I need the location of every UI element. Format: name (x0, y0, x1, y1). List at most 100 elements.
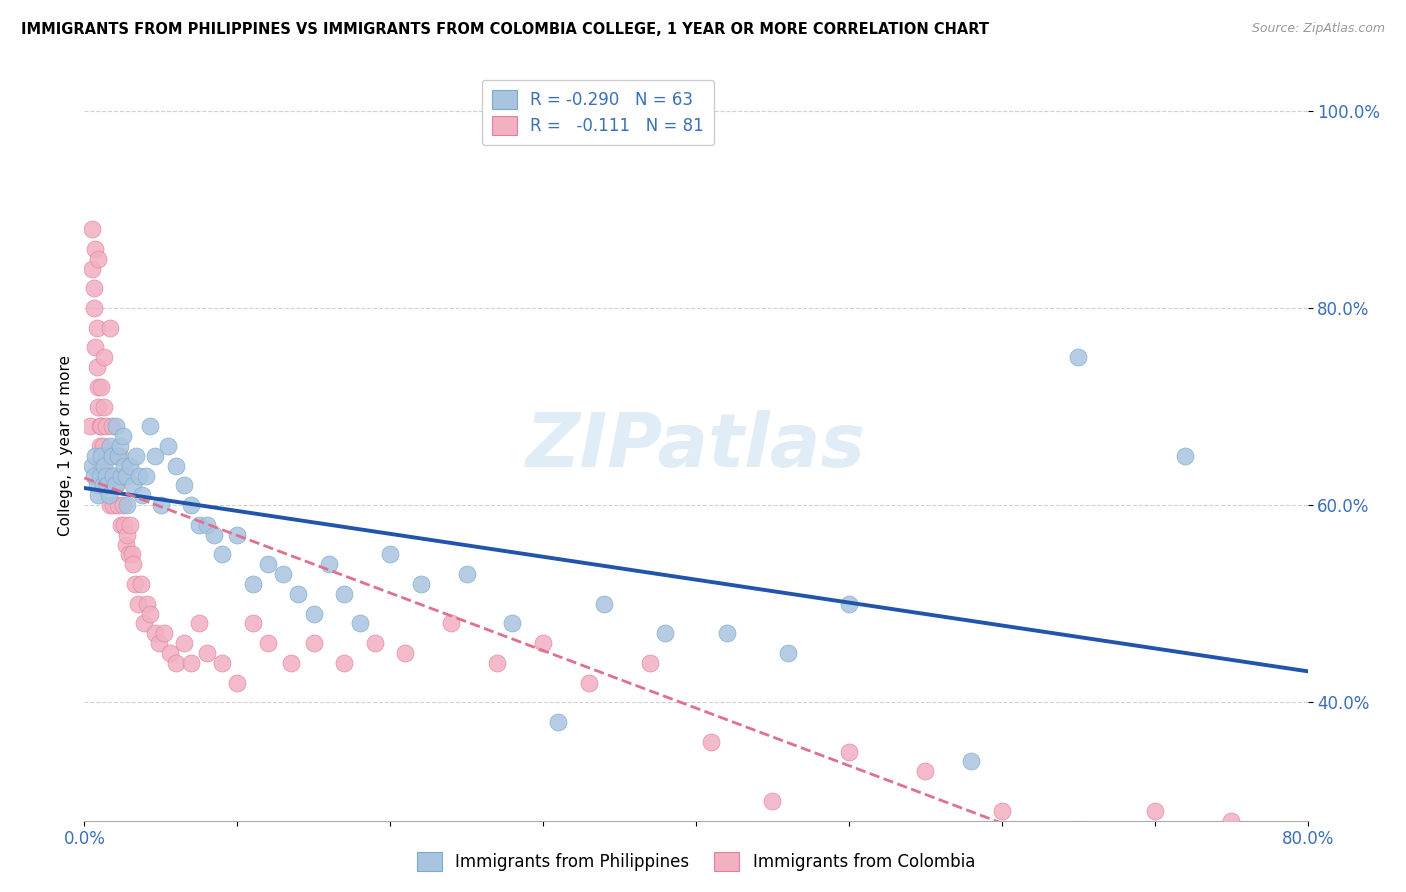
Point (654, 626, 676, 640)
Point (89, 468, 111, 483)
Point (157, 439, 180, 453)
Point (173, 636, 195, 650)
Point (128, 468, 150, 483)
Point (131, 488, 153, 502)
Point (122, 478, 145, 492)
Point (98, 320, 121, 334)
Point (211, 548, 233, 562)
Point (118, 548, 141, 562)
Point (87, 252, 110, 266)
Point (409, 577, 432, 591)
Point (349, 616, 371, 631)
Point (333, 656, 356, 670)
Legend: Immigrants from Philippines, Immigrants from Colombia: Immigrants from Philippines, Immigrants … (409, 844, 983, 880)
Point (257, 636, 280, 650)
Point (120, 517, 142, 532)
Point (112, 458, 135, 473)
Point (132, 616, 155, 631)
Point (115, 498, 138, 512)
Point (302, 636, 325, 650)
Point (104, 468, 127, 483)
Point (531, 636, 554, 650)
Point (94, 419, 117, 434)
Point (104, 478, 127, 492)
Point (242, 577, 264, 591)
Point (93, 351, 115, 365)
Point (280, 656, 302, 670)
Point (242, 616, 264, 631)
Point (1143, 804, 1166, 818)
Y-axis label: College, 1 year or more: College, 1 year or more (58, 356, 73, 536)
Point (287, 587, 309, 601)
Point (173, 478, 195, 492)
Text: IMMIGRANTS FROM PHILIPPINES VS IMMIGRANTS FROM COLOMBIA COLLEGE, 1 YEAR OR MORE : IMMIGRANTS FROM PHILIPPINES VS IMMIGRANT… (21, 22, 988, 37)
Point (93, 400, 115, 414)
Point (80, 261, 103, 276)
Point (188, 616, 211, 631)
Point (86, 360, 108, 375)
Point (108, 439, 131, 453)
Point (226, 527, 249, 541)
Point (80, 222, 103, 236)
Point (226, 675, 249, 690)
Point (165, 458, 187, 473)
Text: ZIPatlas: ZIPatlas (526, 409, 866, 483)
Point (1067, 351, 1090, 365)
Point (700, 735, 723, 749)
Point (364, 636, 387, 650)
Point (101, 449, 124, 463)
Point (139, 607, 162, 621)
Point (638, 656, 661, 670)
Point (115, 527, 138, 541)
Point (180, 498, 202, 512)
Point (153, 626, 176, 640)
Point (318, 558, 340, 572)
Point (107, 449, 129, 463)
Point (90, 419, 112, 434)
Point (202, 527, 225, 541)
Point (90, 380, 112, 394)
Point (129, 577, 152, 591)
Point (1174, 449, 1197, 463)
Point (84, 242, 107, 256)
Point (440, 616, 463, 631)
Point (90, 449, 112, 463)
Point (456, 567, 478, 582)
Point (1067, 823, 1090, 838)
Text: Source: ZipAtlas.com: Source: ZipAtlas.com (1251, 22, 1385, 36)
Point (94, 449, 117, 463)
Point (139, 419, 162, 434)
Point (87, 488, 110, 502)
Point (94, 468, 117, 483)
Point (122, 558, 145, 572)
Point (89, 439, 111, 453)
Point (195, 646, 218, 660)
Point (114, 538, 136, 552)
Point (593, 597, 616, 611)
Point (96, 478, 118, 492)
Point (578, 675, 600, 690)
Point (838, 745, 860, 759)
Point (103, 498, 125, 512)
Point (105, 478, 128, 492)
Point (112, 517, 135, 532)
Point (211, 656, 233, 670)
Point (271, 567, 294, 582)
Point (914, 764, 936, 779)
Point (91, 458, 114, 473)
Point (91, 439, 114, 453)
Point (188, 517, 211, 532)
Point (79, 419, 101, 434)
Point (838, 597, 860, 611)
Point (89, 458, 111, 473)
Point (80, 458, 103, 473)
Point (486, 656, 509, 670)
Point (84, 449, 107, 463)
Point (257, 558, 280, 572)
Point (93, 458, 115, 473)
Point (502, 616, 524, 631)
Point (149, 498, 172, 512)
Point (96, 468, 118, 483)
Point (111, 429, 134, 443)
Point (83, 301, 105, 315)
